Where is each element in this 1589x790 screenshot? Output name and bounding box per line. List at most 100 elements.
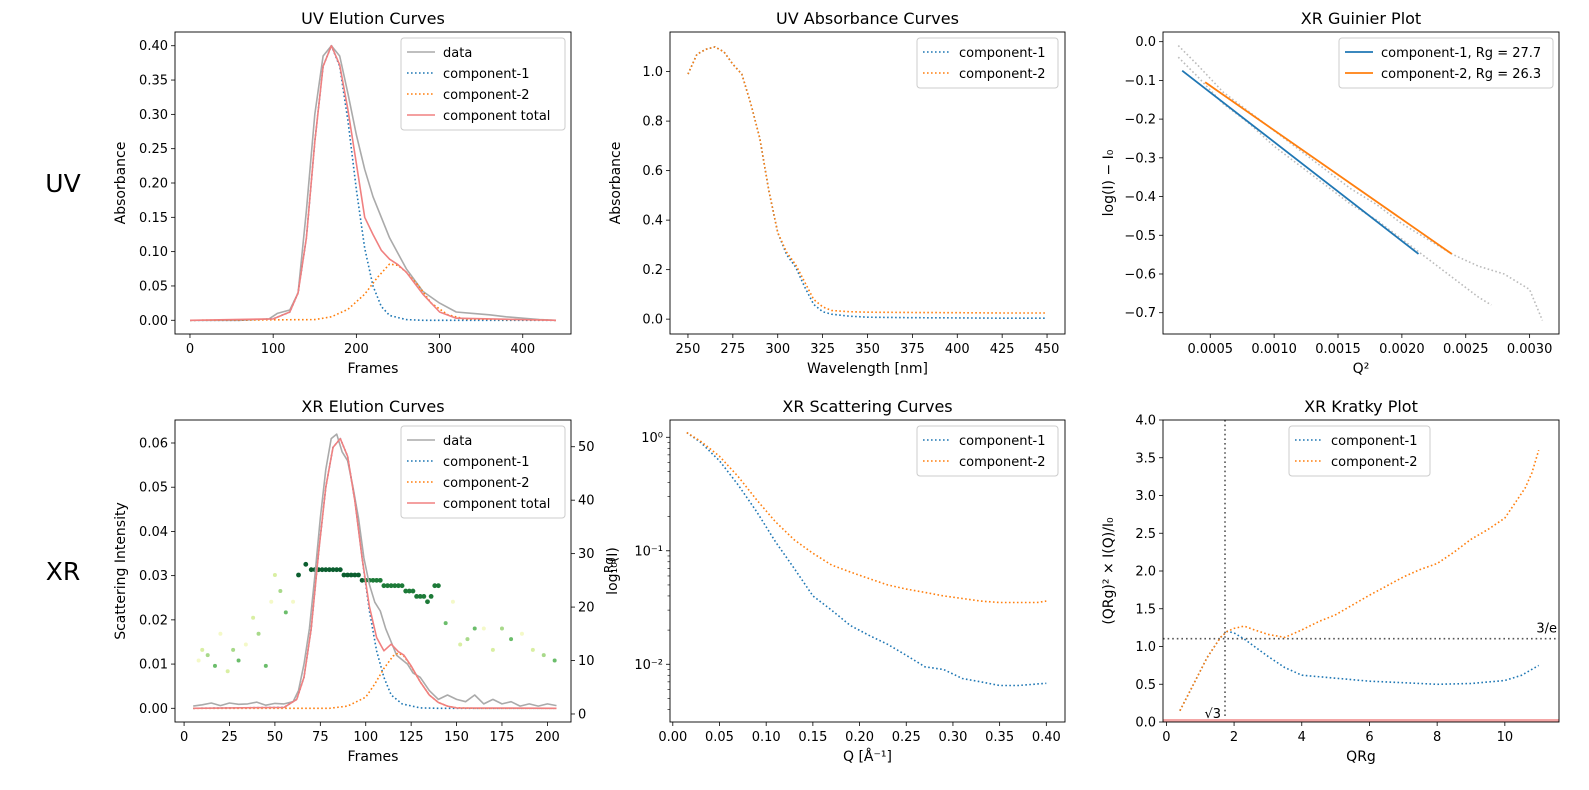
y-tick-label: 0.15 xyxy=(139,211,168,226)
y-tick-label: 3.0 xyxy=(1135,489,1156,504)
legend: data component-1 component-2 component tota… xyxy=(401,426,565,518)
legend-entry: data xyxy=(443,46,472,61)
y-tick-label: 0.0 xyxy=(642,313,663,328)
y-tick-label: 0.5 xyxy=(1135,678,1156,693)
chart-xr_guinier: XR Guinier Plot0.0005 0.0010 0.0015 0.0020 0… xyxy=(1101,9,1559,377)
rg-point xyxy=(206,653,210,657)
y-tick-label: 2.5 xyxy=(1135,527,1156,542)
x-tick-label: 100 xyxy=(261,342,286,357)
rg-point xyxy=(509,637,513,641)
y-tick-label: 1.5 xyxy=(1135,602,1156,617)
rg-point xyxy=(482,626,486,630)
rg-point xyxy=(284,610,288,614)
y-right-tick-label: 0 xyxy=(578,707,586,722)
x-tick-label: 0.0010 xyxy=(1251,342,1297,357)
chart-title: XR Guinier Plot xyxy=(1301,9,1421,28)
legend: data component-1 component-2 component tota… xyxy=(401,38,565,130)
rg-point xyxy=(278,589,282,593)
y-tick-label: 0.20 xyxy=(139,177,168,192)
chart-title: XR Elution Curves xyxy=(301,397,444,416)
y-tick-label: −0.4 xyxy=(1124,190,1156,205)
rg-point xyxy=(237,659,241,663)
x-tick-label: 250 xyxy=(676,342,701,357)
y-tick-label: 0.6 xyxy=(642,164,663,179)
x-axis-label: Frames xyxy=(348,749,399,765)
legend: component-1component-2 xyxy=(1289,426,1430,476)
y-tick-label: 0.35 xyxy=(139,74,168,89)
chart-title: UV Elution Curves xyxy=(301,9,445,28)
x-tick-label: 0.25 xyxy=(892,730,921,745)
rg-point xyxy=(491,648,495,652)
legend: component-1component-2 xyxy=(917,38,1058,88)
y-tick-label: 0.03 xyxy=(139,569,168,584)
rg-point xyxy=(244,642,248,646)
legend-entry: component-1 xyxy=(959,434,1046,449)
rg-point xyxy=(451,600,455,604)
legend-entry: component-1 xyxy=(443,455,530,470)
chart-xr_scatter: XR Scattering Curves 0.00 0.05 0.10 0.15 0.20… xyxy=(634,397,1065,765)
legend-entry: component-2, Rg = 26.3 xyxy=(1381,67,1541,82)
y-tick-label: −0.3 xyxy=(1124,151,1156,166)
x-tick-label: 0.30 xyxy=(938,730,967,745)
series-data-b xyxy=(1178,57,1491,305)
rg-point xyxy=(251,616,255,620)
chart-uv_abs: UV Absorbance Curves250 275 300 325 350 375 40… xyxy=(608,9,1065,377)
x-tick-label: 2 xyxy=(1230,730,1238,745)
y-tick-label: 0.04 xyxy=(139,525,168,540)
rg-point xyxy=(264,664,268,668)
rg-point xyxy=(400,583,405,588)
x-tick-label: 0 xyxy=(1162,730,1170,745)
x-tick-label: 0.0015 xyxy=(1315,342,1361,357)
x-tick-label: 0.0005 xyxy=(1188,342,1234,357)
series-component-1 xyxy=(1182,71,1418,254)
y-axis-label: Absorbance xyxy=(608,142,624,225)
rg-point xyxy=(425,599,430,604)
x-tick-label: 300 xyxy=(427,342,452,357)
y-tick-label: −0.2 xyxy=(1124,113,1156,128)
x-tick-label: 0.0020 xyxy=(1379,342,1425,357)
x-tick-label: 0.40 xyxy=(1032,730,1061,745)
x-tick-label: 375 xyxy=(900,342,925,357)
x-axis-label: Q² xyxy=(1353,361,1370,377)
legend-entry: component-2 xyxy=(959,455,1046,470)
legend-entry: component-1 xyxy=(443,67,530,82)
rg-point xyxy=(421,594,426,599)
y-tick-label: 4.0 xyxy=(1135,414,1156,429)
y-tick-label: −0.1 xyxy=(1124,74,1156,89)
x-tick-label: 275 xyxy=(720,342,745,357)
rg-point xyxy=(257,632,261,636)
x-tick-label: 0.15 xyxy=(798,730,827,745)
y-tick-label: 0.06 xyxy=(139,436,168,451)
x-tick-label: 10 xyxy=(1497,730,1514,745)
y-tick-label: 0.00 xyxy=(139,314,168,329)
rg-point xyxy=(303,562,308,567)
y-tick-label: 0.8 xyxy=(642,115,663,130)
rg-point xyxy=(520,632,524,636)
legend-entry: component-1, Rg = 27.7 xyxy=(1381,46,1541,61)
y-tick-label: 0.4 xyxy=(642,214,663,229)
series-component-2 xyxy=(193,653,556,708)
y-axis-label: (QRg)² × I(Q)/I₀ xyxy=(1101,517,1117,625)
rg-point xyxy=(500,626,504,630)
chart-title: XR Kratky Plot xyxy=(1304,397,1418,416)
x-tick-label: 8 xyxy=(1433,730,1441,745)
legend-entry: data xyxy=(443,434,472,449)
y-tick-label: 0.30 xyxy=(139,108,168,123)
chart-xr_elution: XR Elution Curves0 25 50 75 100 125 150 175 2000… xyxy=(113,397,621,765)
rg-point xyxy=(200,648,204,652)
y-tick-label: −0.6 xyxy=(1124,267,1156,282)
chart-uv_elution: UV Elution Curves 0 100 200 300 400 0.00 0.05 0.… xyxy=(113,9,571,377)
x-tick-label: 25 xyxy=(221,730,238,745)
y-axis-label: Scattering Intensity xyxy=(113,502,129,640)
row-label-xr: XR xyxy=(46,557,81,586)
ref-vline-label: √3 xyxy=(1204,707,1221,722)
x-tick-label: 325 xyxy=(810,342,835,357)
rg-point xyxy=(273,573,277,577)
rg-point xyxy=(436,583,441,588)
x-tick-label: 6 xyxy=(1365,730,1373,745)
series-component-2 xyxy=(1180,450,1539,711)
legend: component-1, Rg = 27.7 component-2, Rg = … xyxy=(1339,38,1553,88)
x-tick-label: 400 xyxy=(945,342,970,357)
y-tick-label: 0.10 xyxy=(139,245,168,260)
rg-point xyxy=(444,621,448,625)
